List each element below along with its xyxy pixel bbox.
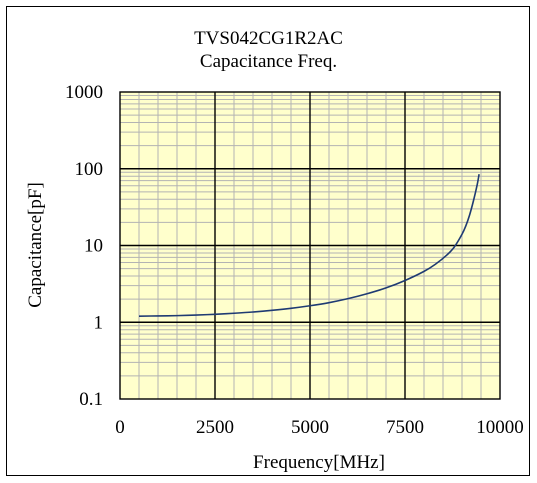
y-tick-label: 100 — [75, 159, 104, 180]
x-tick-label: 10000 — [476, 417, 524, 438]
chart-title: TVS042CG1R2AC — [194, 28, 343, 49]
x-tick-label: 7500 — [386, 417, 424, 438]
x-axis-label: Frequency[MHz] — [253, 452, 385, 473]
x-tick-labels: 0 2500 5000 7500 10000 — [115, 417, 524, 438]
y-tick-label: 1000 — [65, 82, 103, 103]
series-line-0 — [138, 174, 480, 317]
major-gridlines — [120, 92, 500, 399]
y-tick-label: 10 — [84, 236, 103, 257]
series-layer — [138, 174, 480, 317]
y-tick-label: 1 — [94, 312, 104, 333]
x-tick-label: 5000 — [291, 417, 329, 438]
y-tick-labels: 0.1 1 10 100 1000 — [65, 82, 103, 410]
chart-subtitle: Capacitance Freq. — [199, 51, 338, 72]
plot-border — [119, 91, 501, 400]
x-tick-label: 2500 — [196, 417, 234, 438]
x-tick-label: 0 — [115, 417, 125, 438]
y-tick-label: 0.1 — [79, 389, 103, 410]
